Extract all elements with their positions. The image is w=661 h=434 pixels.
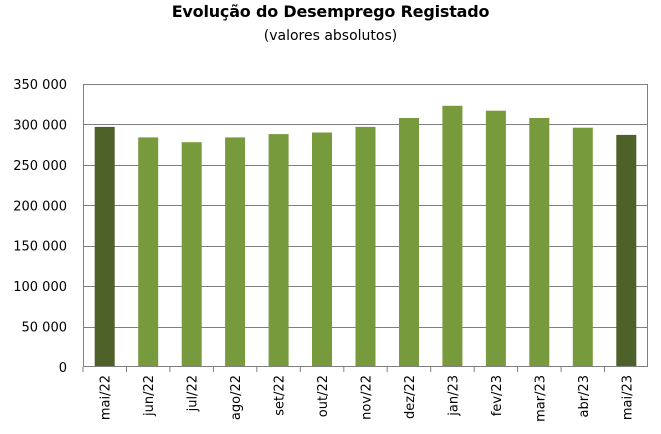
x-tick-label: jul/22 bbox=[186, 375, 201, 412]
y-tick-label: 250 000 bbox=[13, 159, 67, 174]
bar-out-22 bbox=[312, 132, 332, 367]
y-tick-label: 350 000 bbox=[13, 78, 67, 93]
x-tick-label: nov/22 bbox=[360, 375, 375, 420]
y-tick-label: 0 bbox=[59, 361, 67, 376]
x-tick-label: dez/22 bbox=[403, 375, 418, 419]
bar-jun-22 bbox=[138, 137, 159, 367]
x-tick-label: ago/22 bbox=[229, 375, 244, 420]
bar-mai-22 bbox=[94, 126, 115, 368]
y-tick-label: 300 000 bbox=[13, 118, 67, 133]
x-tick-label: jun/22 bbox=[142, 375, 157, 417]
bar-mar-23 bbox=[529, 118, 550, 367]
x-tick-label: mai/22 bbox=[99, 375, 114, 420]
y-tick-label: 150 000 bbox=[13, 240, 67, 255]
y-tick-label: 50 000 bbox=[22, 321, 68, 336]
x-axis-tick-labels: mai/22 jun/22 jul/22 ago/22 set/22 out/22 nov/… bbox=[99, 375, 636, 422]
bars bbox=[94, 105, 637, 368]
bar-nov-22 bbox=[355, 126, 376, 368]
x-tick-label: set/22 bbox=[273, 375, 288, 416]
x-tick-label: jan/23 bbox=[446, 375, 461, 417]
bar-fev-23 bbox=[485, 110, 506, 367]
chart-subtitle: (valores absolutos) bbox=[263, 28, 398, 44]
y-axis-tick-labels: 0 50 000 100 000 150 000 200 000 250 000 300 0… bbox=[13, 78, 67, 376]
bar-set-22 bbox=[268, 134, 289, 367]
plot-area-border bbox=[83, 84, 648, 367]
bar-abr-23 bbox=[572, 127, 593, 367]
x-tick-label: mai/23 bbox=[620, 375, 635, 420]
axes bbox=[82, 84, 648, 372]
x-tick-label: out/22 bbox=[316, 375, 331, 417]
bar-jan-23 bbox=[442, 105, 463, 368]
x-tick-label: fev/23 bbox=[490, 375, 505, 416]
bar-jul-22 bbox=[181, 142, 202, 367]
bar-mai-23 bbox=[616, 134, 637, 367]
x-tick-label: abr/23 bbox=[577, 375, 592, 418]
bar-ago-22 bbox=[225, 137, 246, 367]
y-tick-label: 200 000 bbox=[13, 199, 67, 214]
y-tick-label: 100 000 bbox=[13, 280, 67, 295]
x-tick-label: mar/23 bbox=[533, 375, 548, 422]
chart-title: Evolução do Desemprego Registado bbox=[171, 2, 490, 21]
bar-dez-22 bbox=[399, 118, 419, 367]
